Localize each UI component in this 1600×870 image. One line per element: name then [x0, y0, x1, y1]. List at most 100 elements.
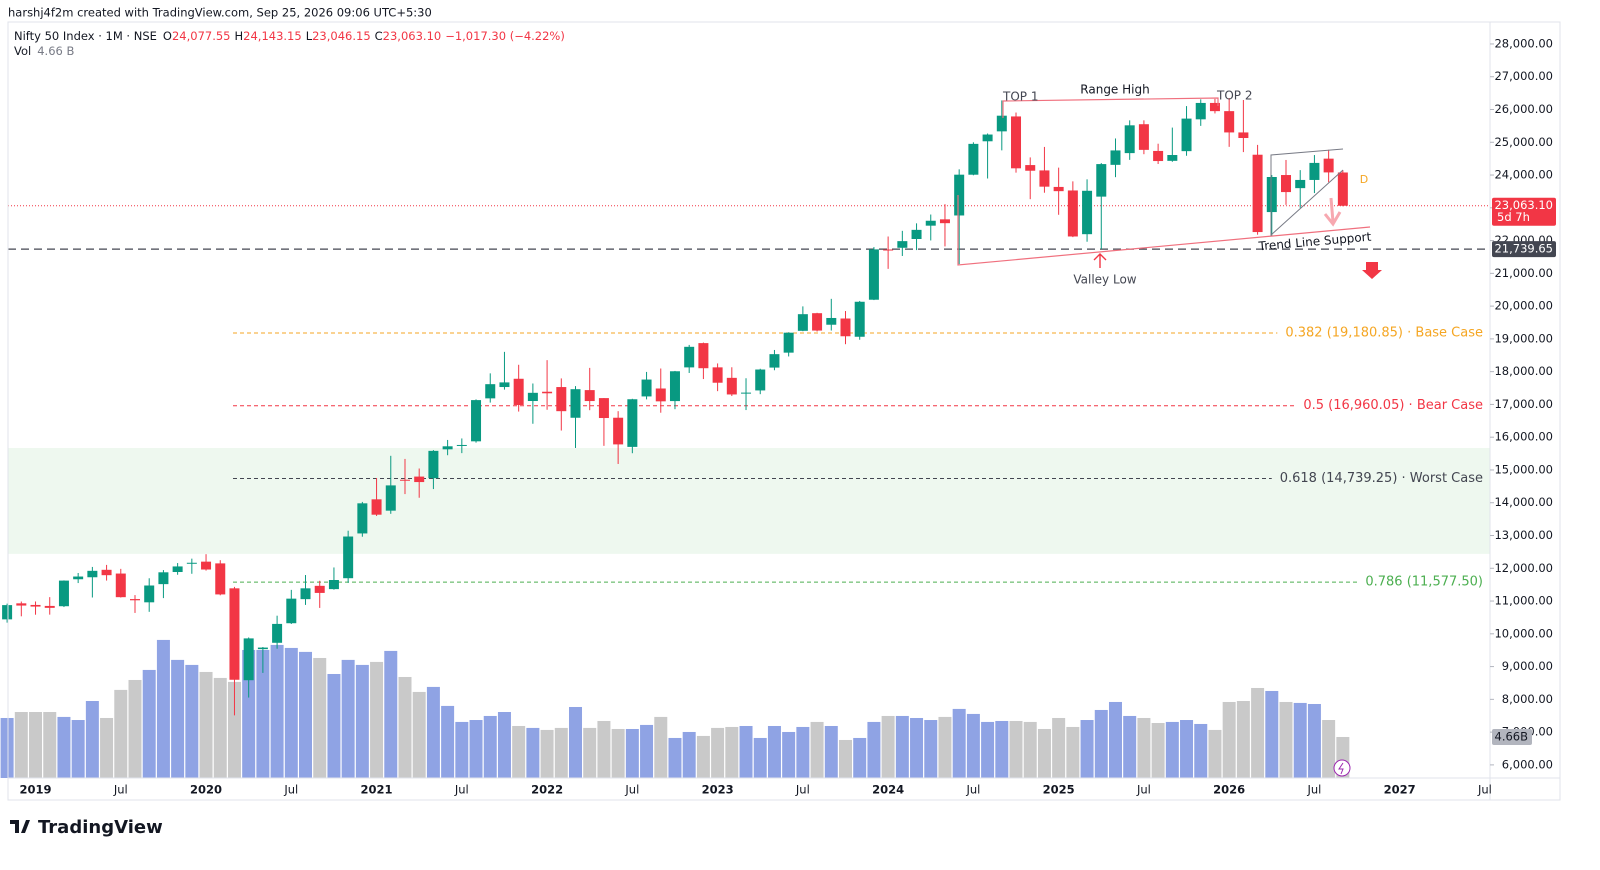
volume-bar [1094, 709, 1108, 778]
candle-body [939, 219, 950, 224]
legend-symbol: Nifty 50 Index · 1M · NSE [14, 29, 157, 43]
level-label: 0.5 (16,960.05) · Bear Case [1303, 398, 1483, 413]
volume-bar [1151, 723, 1165, 778]
annotation: D [1360, 173, 1368, 186]
volume-bar [156, 639, 170, 778]
candle-body [1181, 118, 1192, 152]
volume-bar [597, 720, 611, 778]
trend-line [957, 195, 1371, 266]
volume-bar [1037, 728, 1051, 778]
y-tick-label: 17,000.00 [1494, 397, 1553, 411]
candle-body [1110, 150, 1121, 165]
annotation: TOP 1 [1002, 90, 1038, 104]
candle-body [328, 580, 339, 590]
y-tick-label: 10,000.00 [1494, 626, 1553, 640]
annotation: TOP 2 [1216, 89, 1252, 103]
volume-bar [1108, 701, 1122, 778]
y-tick-label: 12,000.00 [1494, 561, 1553, 575]
x-tick-label: Jul [113, 783, 128, 797]
candle-body [357, 503, 368, 534]
legend-key: O [163, 29, 172, 43]
candle-body [485, 384, 496, 399]
y-tick-label: 26,000.00 [1494, 102, 1553, 116]
y-tick-label: 24,000.00 [1494, 168, 1553, 182]
candle-body [1323, 158, 1334, 173]
volume-bar [540, 729, 554, 778]
volume-bar [327, 673, 341, 778]
candle-body [868, 249, 879, 300]
y-tick-label: 13,000.00 [1494, 528, 1553, 542]
volume-bar [14, 712, 28, 778]
volume-bar [611, 728, 625, 778]
volume-bar [299, 651, 313, 778]
volume-bar [185, 664, 199, 778]
candle-body [556, 387, 567, 412]
volume-bar [384, 650, 398, 778]
volume-bar [1180, 720, 1194, 778]
candle-body [1252, 154, 1263, 233]
level-label: 0.786 (11,577.50) [1365, 575, 1483, 590]
volume-bar [199, 671, 213, 778]
candle-body [840, 318, 851, 337]
candle-body [669, 371, 680, 402]
candle-body [1039, 170, 1050, 187]
candle-body [627, 399, 638, 447]
volume-bar [995, 720, 1009, 778]
volume-bar [1052, 717, 1066, 778]
support-label: 21,739.65 [1494, 242, 1553, 256]
volume-bar [1194, 723, 1208, 778]
last-price-label: 23,063.10 [1494, 198, 1553, 212]
x-tick-label: 2020 [190, 783, 222, 797]
volume-bar [1265, 690, 1279, 778]
y-tick-label: 19,000.00 [1494, 331, 1553, 345]
y-tick-label: 6,000.00 [1502, 757, 1553, 771]
volume-bar [71, 720, 85, 778]
candle-body [73, 576, 84, 580]
candle-body [1309, 162, 1320, 180]
volume-bar [554, 727, 568, 778]
y-tick-label: 14,000.00 [1494, 495, 1553, 509]
volume-bar [838, 739, 852, 778]
volume-bar [114, 689, 128, 778]
volume-bar [753, 737, 767, 778]
candle-body [1295, 179, 1306, 189]
candle-body [741, 392, 752, 394]
volume-bar [57, 716, 71, 778]
logo-mark [10, 820, 30, 833]
candle-layer [2, 98, 1348, 716]
volume-bar [142, 669, 156, 778]
volume-bar [284, 647, 298, 778]
candle-body [1011, 116, 1022, 169]
y-tick-label: 11,000.00 [1494, 594, 1553, 608]
candle-body [87, 570, 98, 578]
candle-body [797, 314, 808, 331]
candle-body [769, 354, 780, 368]
candle-body [172, 566, 183, 573]
volume-label: 4.66B [1495, 729, 1529, 743]
volume-bar [1009, 720, 1023, 778]
legend-value: 24,143.15 [243, 29, 302, 43]
candle-body [1337, 172, 1348, 206]
candle-body [229, 588, 240, 680]
y-tick-label: 20,000.00 [1494, 299, 1553, 313]
y-tick-label: 16,000.00 [1494, 430, 1553, 444]
volume-bar [43, 712, 57, 778]
level-layer: 0.382 (19,180.85) · Base Case 0.5 (16,960… [8, 205, 1490, 590]
volume-bar [1023, 721, 1037, 778]
last-price-badge [1492, 197, 1556, 226]
candle-body [883, 249, 894, 251]
candle-body [598, 398, 609, 419]
volume-bar [583, 727, 597, 778]
volume-bar [1165, 721, 1179, 778]
candle-body [1124, 125, 1135, 154]
volume-bar [1293, 702, 1307, 778]
volume-bar [100, 717, 114, 778]
candle-body [30, 604, 41, 607]
candle-body [471, 400, 482, 442]
pink-arrow [1323, 197, 1342, 227]
candle-body [1281, 175, 1292, 193]
candle-body [44, 605, 55, 608]
volume-bar [313, 657, 327, 778]
y-tick-label: 8,000.00 [1502, 692, 1553, 706]
volume-bar [696, 735, 710, 778]
